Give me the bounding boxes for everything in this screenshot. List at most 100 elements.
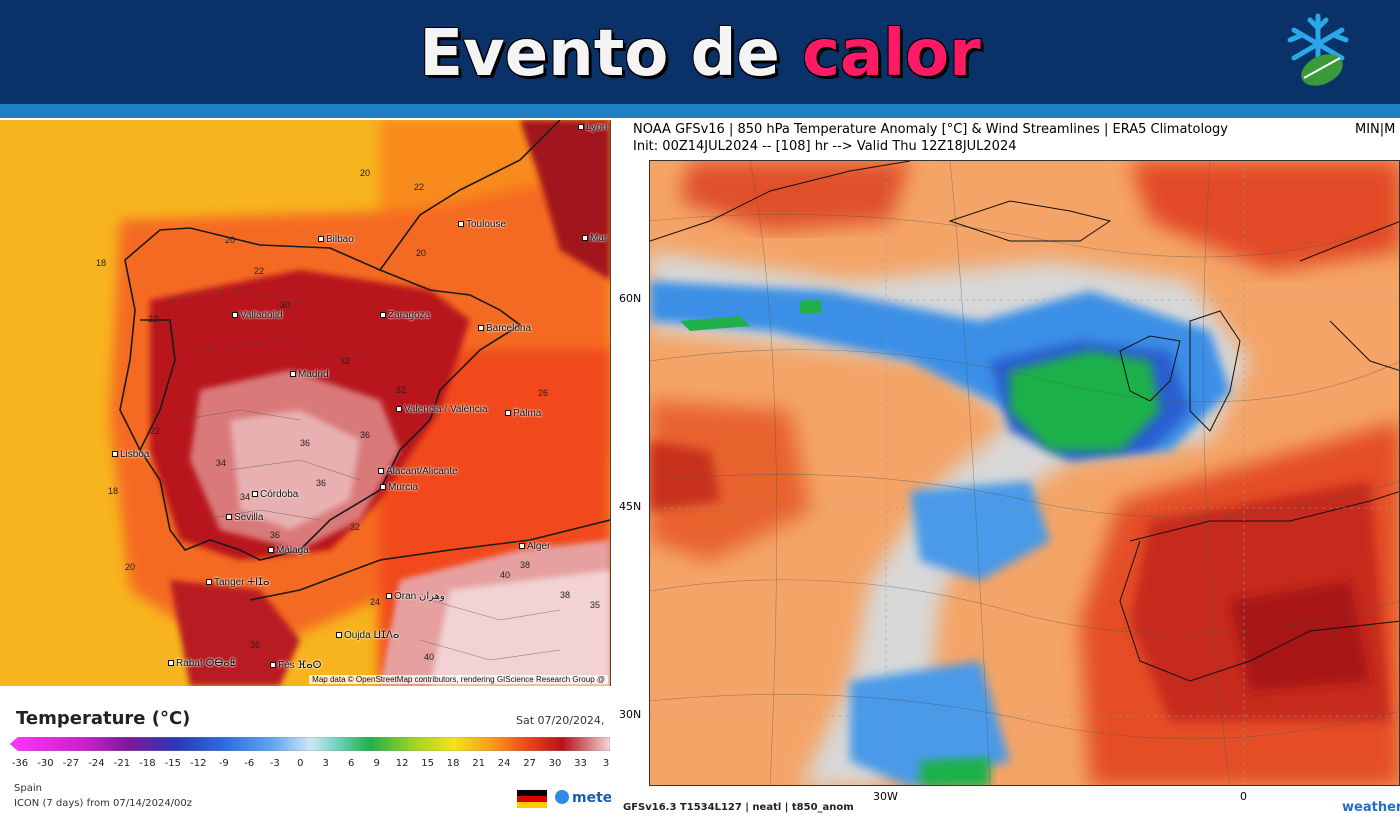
city-label: Valencia / València [396,404,488,415]
contour-value: 22 [150,426,161,436]
colorbar-tick-label: -30 [37,758,54,769]
contour-value: 20 [125,562,136,572]
city-label: Rabat ⵔⴱⴰⵟ [168,658,236,669]
contour-value: 22 [148,314,159,324]
lon-label-0: 0 [1240,790,1247,803]
anomaly-field [650,161,1399,785]
contour-value: 32 [350,522,361,532]
city-label: Bilbao [318,234,354,245]
colorbar-tick-label: 9 [373,758,380,769]
contour-value: 36 [250,640,261,650]
colorbar-tick-label: 6 [348,758,355,769]
temperature-legend: Temperature (°C) Sat 07/20/2024, [0,686,612,817]
city-label: Alger [519,541,550,552]
colorbar-tick-label: -3 [269,758,280,769]
colorbar-tick-label: -24 [88,758,105,769]
page-title: Evento de calor [0,14,1400,94]
contour-value: 36 [270,530,281,540]
map-attribution[interactable]: Map data © OpenStreetMap contributors, r… [309,675,608,684]
contour-value: 32 [396,385,407,395]
contour-value: 34 [216,458,227,468]
city-label: Lyon [578,122,607,133]
gfs-footer: GFSv16.3 T1534L127 | neatl | t850_anom [623,802,854,813]
colorbar-tick-label: 12 [395,758,409,769]
city-label: Fès ⴼⴰⵙ [270,660,322,671]
city-label: Toulouse [458,219,506,230]
colorbar-tick-label: 3 [322,758,329,769]
colorbar-tick-label: 18 [446,758,460,769]
contour-value: 20 [416,248,427,258]
contour-value: 18 [108,486,119,496]
colorbar-tick-label: 24 [497,758,511,769]
colorbar-tick-label: -12 [190,758,207,769]
meteo-brand-text: mete [572,790,613,806]
north-atlantic-anomaly-map[interactable] [649,160,1400,786]
lat-label-60n: 60N [619,292,642,305]
colorbar-tick-label: 33 [574,758,587,769]
snowflake-leaf-icon [1287,13,1349,86]
legend-title: Temperature (°C) [16,708,191,729]
colorbar-tick-label: 0 [297,758,304,769]
meteo-brand[interactable]: mete [555,790,612,806]
city-label: Madrid [290,369,329,380]
lon-label-30w: 30W [873,790,898,803]
city-label: Murcia [380,482,418,493]
header-banner [0,0,1400,104]
contour-value: 30 [280,300,291,310]
colorbar-tick-label: 3 [602,758,610,769]
gfs-init-valid: Init: 00Z14JUL2024 -- [108] hr --> Valid… [633,139,1017,154]
gfs-corner-label: MIN|M [1355,122,1396,137]
city-label: Barcelona [478,323,531,334]
city-label: Lisboa [112,449,149,460]
contour-value: 35 [590,600,601,610]
weather-brand[interactable]: weather [1342,800,1400,815]
flag-stripe [517,796,547,802]
contour-value: 32 [340,356,351,366]
meteo-logo-icon [555,790,569,804]
city-label: Mar [582,233,607,244]
city-label: Valladolid [232,310,283,321]
city-label: Oujda ⵡⵊⴷⴰ [336,630,399,641]
germany-flag-icon [517,790,547,808]
contour-value: 20 [225,235,236,245]
contour-value: 24 [370,597,381,607]
contour-value: 20 [360,168,371,178]
legend-model-info: ICON (7 days) from 07/14/2024/00z [14,798,193,809]
city-label: Sevilla [226,512,263,523]
colorbar-tick-label: -9 [218,758,229,769]
lat-label-45n: 45N [619,500,642,513]
temperature-field [0,120,610,686]
city-label: Oran وهران [386,591,445,602]
city-label: Tanger ⵜⵏⵊⴰ [206,577,269,588]
contour-value: 18 [96,258,107,268]
legend-region: Spain [14,783,42,794]
contour-value: 36 [360,430,371,440]
legend-date: Sat 07/20/2024, [516,714,605,727]
colorbar-tick-label: -27 [62,758,80,769]
city-label: Córdoba [252,489,298,500]
gfs-anomaly-panel: NOAA GFSv16 | 850 hPa Temperature Anomal… [611,118,1400,817]
city-label: Zaragoza [380,310,430,321]
city-label: Palma [505,408,541,419]
title-part-1: Evento de [419,17,780,91]
colorbar-tick-label: -36 [11,758,29,769]
iberia-temperature-map[interactable]: Bilbao Toulouse Valladolid Zaragoza Barc… [0,120,611,686]
colorbar-tick-label: 15 [421,758,435,769]
contour-value: 38 [560,590,571,600]
colorbar-tick-label: -18 [139,758,156,769]
colorbar-tick-label: 27 [523,758,536,769]
contour-value: 22 [414,182,425,192]
colorbar-tick-label: -6 [244,758,255,769]
contour-value: 36 [316,478,327,488]
contour-value: 36 [300,438,311,448]
colorbar-tick-label: -21 [113,758,131,769]
city-label: Málaga [268,545,309,556]
header-stripe [0,104,1400,118]
contour-value: 26 [538,388,549,398]
colorbar-tick-label: -15 [164,758,182,769]
temperature-colorbar [10,737,610,751]
contour-value: 40 [500,570,511,580]
contour-value: 38 [520,560,531,570]
city-label: Alacant/Alicante [378,466,458,477]
contour-value: 34 [240,492,251,502]
